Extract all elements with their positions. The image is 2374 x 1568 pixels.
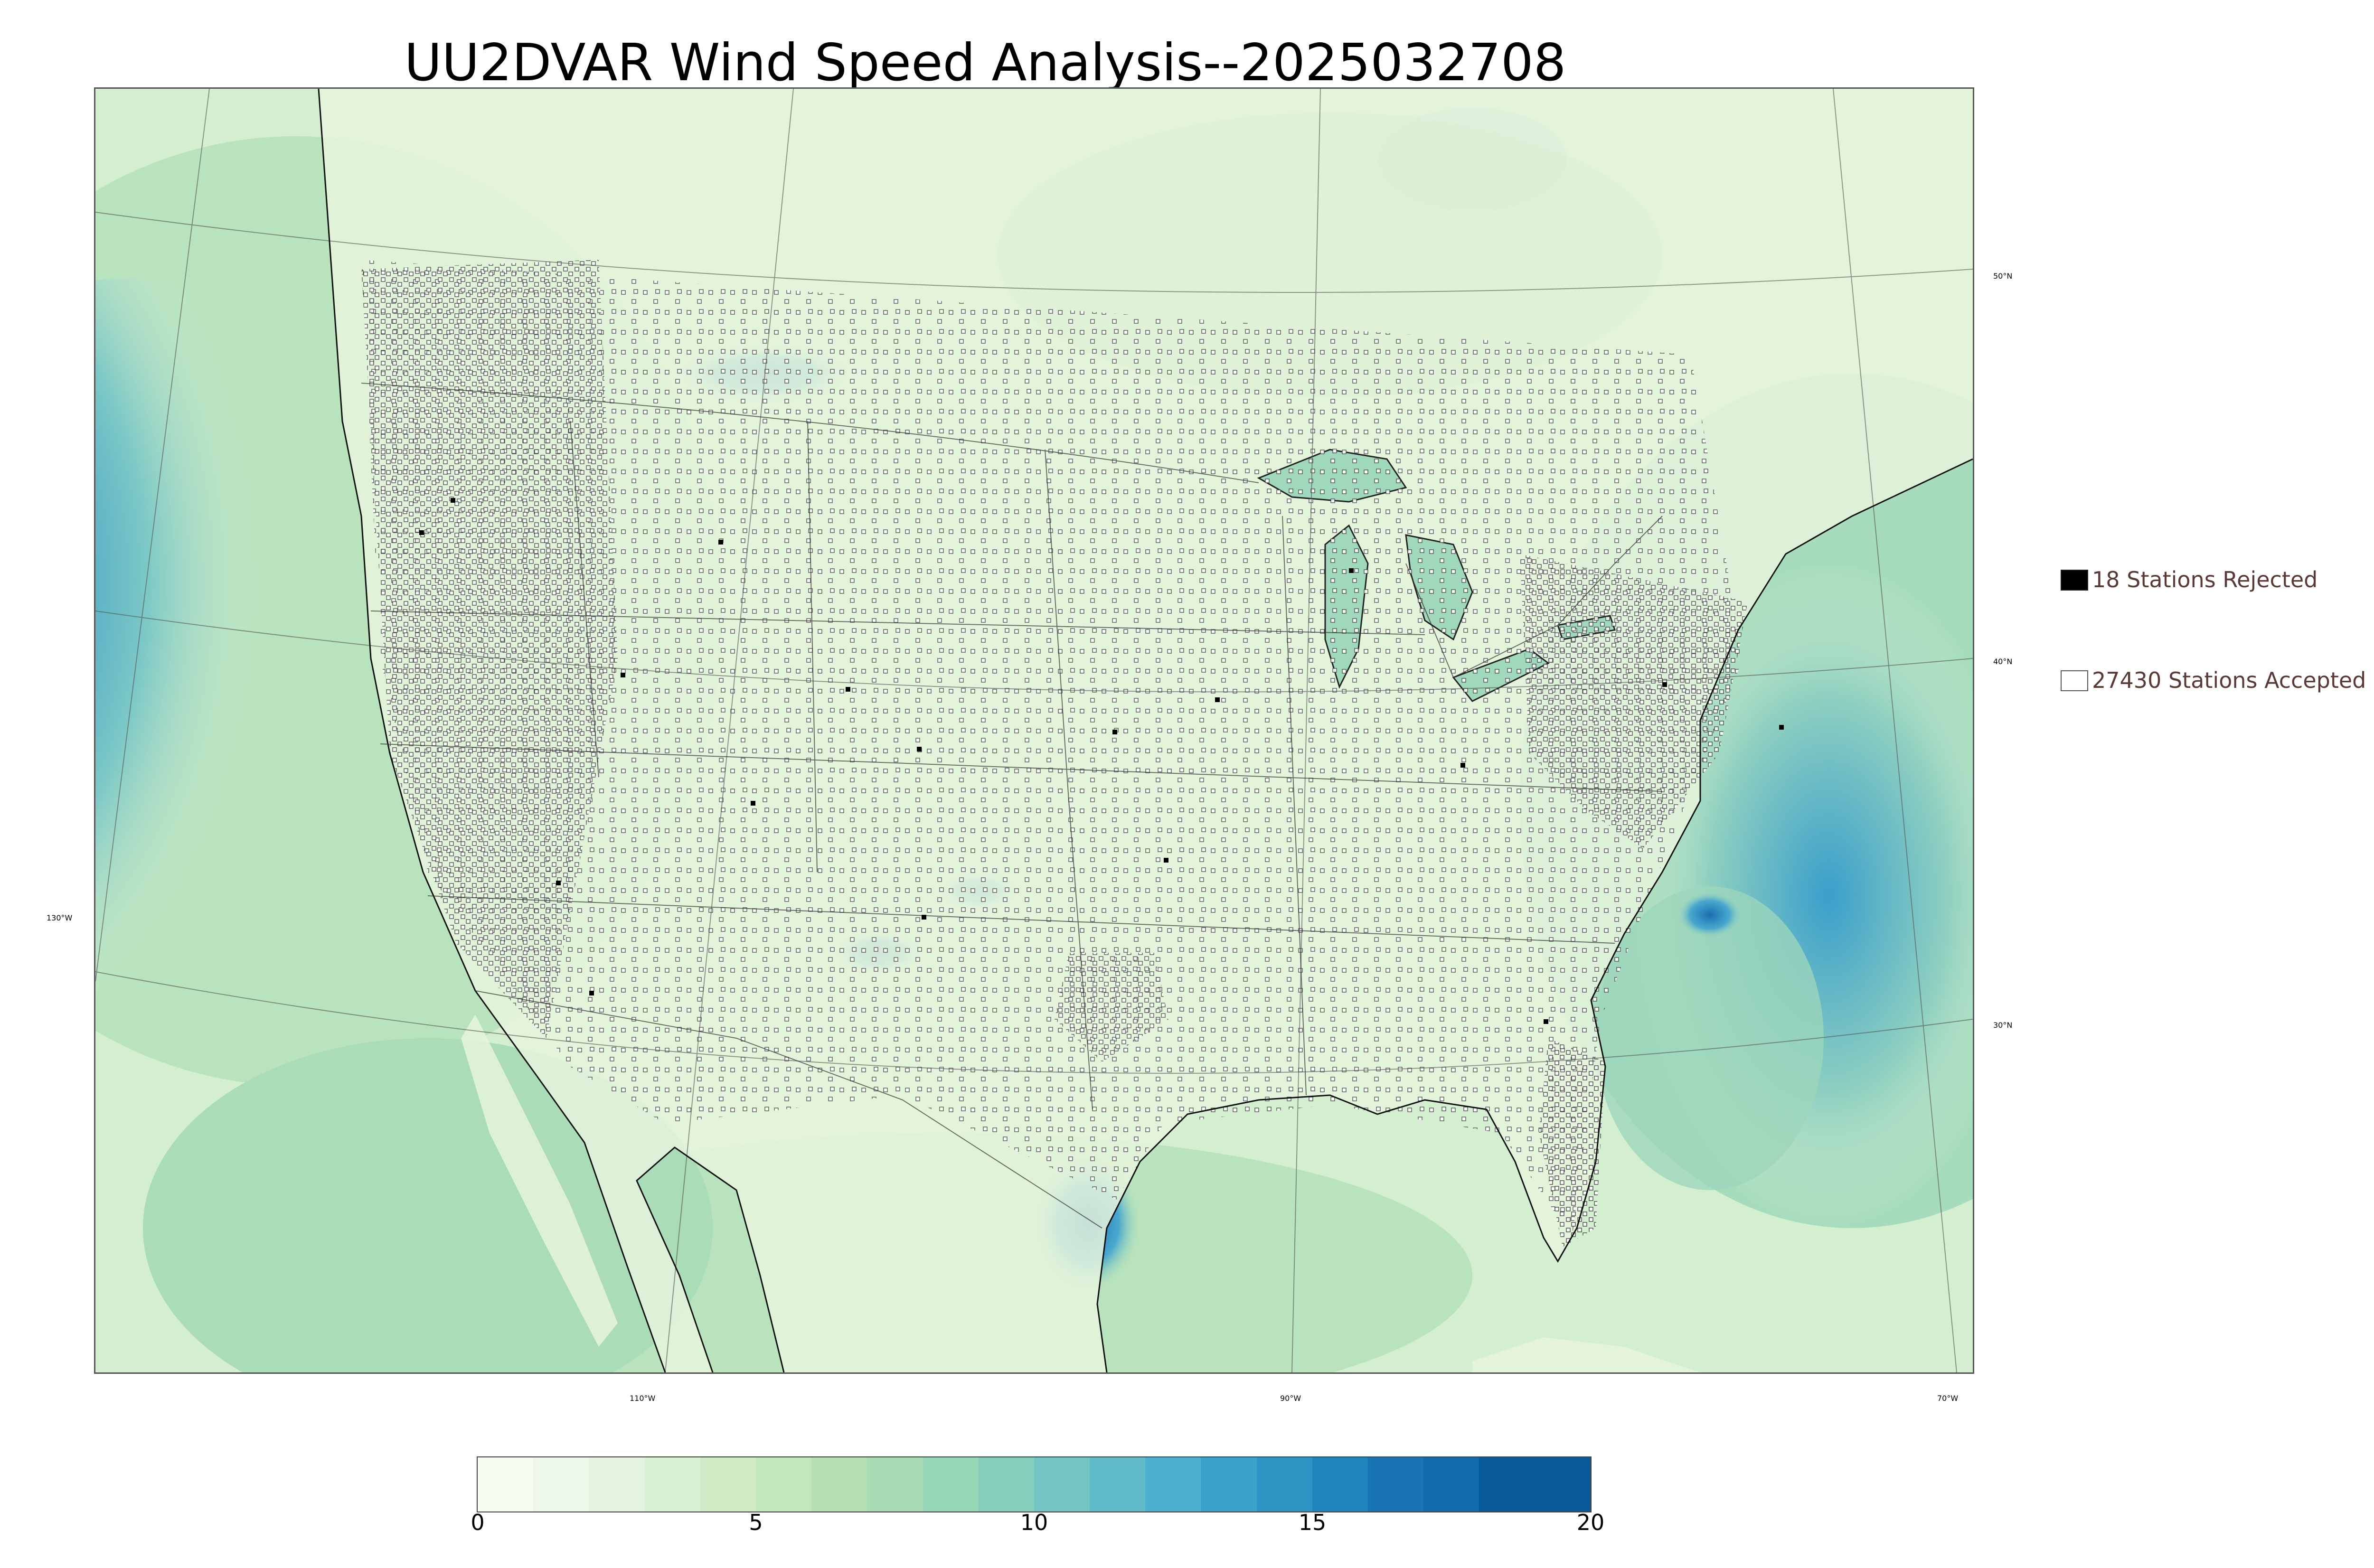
- map-panel[interactable]: [94, 87, 1974, 1374]
- colorbar-segment: [1201, 1457, 1257, 1512]
- colorbar-segment: [1312, 1457, 1368, 1512]
- legend-accepted-label: 27430 Stations Accepted: [2092, 667, 2366, 693]
- colorbar-tick-label: 5: [749, 1510, 763, 1535]
- rejected-swatch-icon: [2061, 570, 2088, 591]
- graticule: [95, 89, 1973, 1372]
- lat-label-30n: 30°N: [1993, 1021, 2013, 1030]
- colorbar-segment: [1479, 1457, 1591, 1512]
- colorbar-segment: [533, 1457, 589, 1512]
- cuba: [1472, 1337, 1700, 1372]
- lon-label-90w: 90°W: [1280, 1394, 1301, 1403]
- colorbar-segment: [700, 1457, 756, 1512]
- lat-label-50n: 50°N: [1993, 272, 2013, 281]
- lat-label-40n: 40°N: [1993, 657, 2013, 666]
- colorbar-segment: [811, 1457, 867, 1512]
- colorbar-segment: [589, 1457, 645, 1512]
- accepted-swatch-icon: [2061, 670, 2088, 691]
- lon-label-70w: 70°W: [1937, 1394, 1959, 1403]
- colorbar: [477, 1456, 1592, 1512]
- colorbar-segment: [867, 1457, 923, 1512]
- colorbar-segment: [1256, 1457, 1312, 1512]
- legend-rejected-label: 18 Stations Rejected: [2092, 567, 2318, 592]
- colorbar-segment: [478, 1457, 534, 1512]
- colorbar-segment: [978, 1457, 1034, 1512]
- colorbar-segment: [1368, 1457, 1424, 1512]
- colorbar-segment: [1145, 1457, 1201, 1512]
- colorbar-segment: [644, 1457, 700, 1512]
- page-title: UU2DVAR Wind Speed Analysis--2025032708: [404, 33, 1566, 93]
- baja-peninsula: [461, 1014, 618, 1347]
- colorbar-segment: [1034, 1457, 1090, 1512]
- colorbar-segment: [755, 1457, 812, 1512]
- rejected-station-markers: [419, 498, 1784, 1024]
- coastline: [318, 89, 1973, 1372]
- political-borders: [361, 383, 1663, 1229]
- colorbar-segment: [923, 1457, 979, 1512]
- colorbar-tick-label: 20: [1576, 1510, 1605, 1535]
- colorbar-segment: [1423, 1457, 1479, 1512]
- colorbar-tick-label: 10: [1020, 1510, 1048, 1535]
- wind-speed-map[interactable]: [95, 89, 1973, 1372]
- colorbar-segment: [1090, 1457, 1146, 1512]
- colorbar-tick-label: 15: [1298, 1510, 1327, 1535]
- lon-label-130w: 130°W: [47, 913, 73, 922]
- colorbar-tick-label: 0: [471, 1510, 485, 1535]
- lon-label-110w: 110°W: [630, 1394, 656, 1403]
